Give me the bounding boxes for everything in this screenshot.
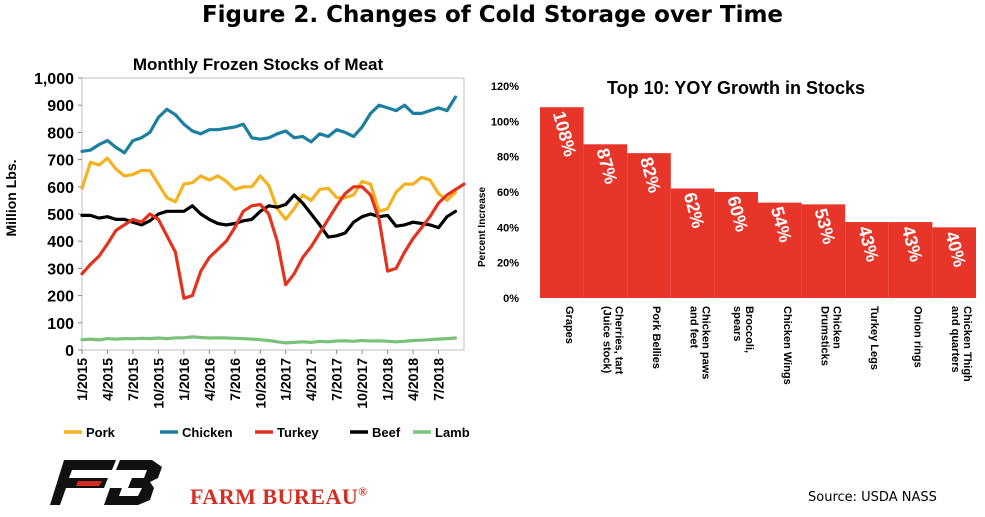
plot-area-border — [81, 77, 465, 351]
bar-7 — [801, 204, 846, 298]
bar-category-label: Pork Bellies — [650, 306, 662, 369]
bar-y-tick-label: 40% — [497, 222, 519, 234]
farm-bureau-logo-icon — [50, 460, 162, 505]
bar-chart-y-axis-label: Percent Increase — [477, 187, 488, 267]
bar-chart-title: Top 10: YOY Growth in Stocks — [607, 78, 865, 98]
bar-category-label: Chicken Thighand quarters — [949, 306, 973, 382]
x-tick-label: 1/2016 — [176, 358, 192, 401]
legend-label-turkey: Turkey — [277, 425, 319, 440]
legend-label-chicken: Chicken — [182, 425, 233, 440]
bar-category-label: Cherries, tart(Juice stock) — [600, 306, 624, 375]
x-tick-label: 4/2015 — [99, 358, 115, 401]
legend-label-beef: Beef — [372, 425, 401, 440]
line-chart-y-axis-label: Million Lbs. — [3, 160, 19, 237]
series-line-chicken — [80, 95, 458, 155]
bar-category-label: Onion rings — [912, 306, 924, 368]
bar-2 — [583, 144, 628, 298]
x-tick-label: 7/2017 — [329, 358, 345, 401]
bar-category-label: Turkey Legs — [868, 306, 880, 370]
source-note: Source: USDA NASS — [808, 490, 937, 505]
y-tick-label: 400 — [47, 234, 74, 251]
x-tick-label: 4/2016 — [201, 358, 217, 401]
x-tick-label: 1/2018 — [380, 358, 396, 401]
x-tick-label: 7/2018 — [431, 358, 447, 401]
bar-chart-yoy-growth: Top 10: YOY Growth in Stocks Percent Inc… — [477, 78, 976, 385]
x-tick-label: 7/2016 — [227, 358, 243, 401]
x-tick-label: 10/2017 — [354, 358, 370, 409]
bar-10 — [932, 227, 976, 298]
brand-name-text: FARM BUREAU — [190, 484, 359, 509]
y-tick-label: 0 — [65, 343, 74, 360]
bar-category-label: Chicken pawsand feet — [688, 306, 712, 379]
y-tick-label: 600 — [47, 180, 74, 197]
bar-y-tick-label: 20% — [497, 258, 519, 270]
y-tick-label: 900 — [47, 98, 74, 115]
x-tick-label: 7/2015 — [125, 358, 141, 401]
legend-label-lamb: Lamb — [435, 425, 470, 440]
bar-3 — [627, 153, 671, 298]
legend-label-pork: Pork — [86, 425, 116, 440]
x-tick-label: 4/2017 — [303, 358, 319, 401]
bar-8 — [845, 222, 889, 298]
bar-y-tick-label: 120% — [491, 81, 519, 93]
bar-1 — [540, 107, 584, 298]
bar-category-label: ChickenDrumsticks — [818, 306, 842, 366]
x-tick-label: 10/2015 — [150, 358, 166, 409]
y-tick-label: 500 — [47, 207, 74, 224]
line-chart-frozen-stocks: Monthly Frozen Stocks of Meat Million Lb… — [3, 55, 470, 440]
bar-y-tick-label: 60% — [497, 187, 519, 199]
bar-6 — [758, 202, 802, 298]
series-line-lamb — [80, 335, 458, 345]
y-tick-label: 200 — [47, 289, 74, 306]
bar-y-tick-label: 100% — [491, 116, 519, 128]
y-tick-label: 100 — [47, 316, 74, 333]
y-tick-label: 300 — [47, 261, 74, 278]
y-tick-label: 1,000 — [34, 71, 74, 88]
y-tick-label: 800 — [47, 125, 74, 142]
bar-category-label: Grapes — [563, 306, 575, 344]
line-chart-title: Monthly Frozen Stocks of Meat — [133, 55, 384, 74]
bar-category-label: Broccoli,spears — [731, 306, 755, 353]
bar-5 — [714, 192, 758, 298]
bar-9 — [888, 222, 933, 298]
y-tick-label: 700 — [47, 153, 74, 170]
bar-y-tick-label: 80% — [497, 152, 519, 164]
bar-category-label: Chicken Wings — [781, 306, 793, 385]
brand-name: FARM BUREAU® — [190, 484, 368, 510]
x-tick-label: 1/2015 — [74, 358, 90, 401]
x-tick-label: 1/2017 — [278, 358, 294, 401]
series-line-pork — [80, 156, 458, 221]
registered-mark: ® — [358, 484, 368, 499]
x-tick-label: 10/2016 — [252, 358, 268, 409]
x-tick-label: 4/2018 — [405, 358, 421, 401]
bar-y-tick-label: 0% — [503, 293, 519, 305]
figure-title: Figure 2. Changes of Cold Storage over T… — [201, 2, 784, 28]
series-line-beef — [80, 193, 458, 239]
series-line-turkey — [80, 182, 466, 300]
bar-4 — [670, 188, 715, 298]
